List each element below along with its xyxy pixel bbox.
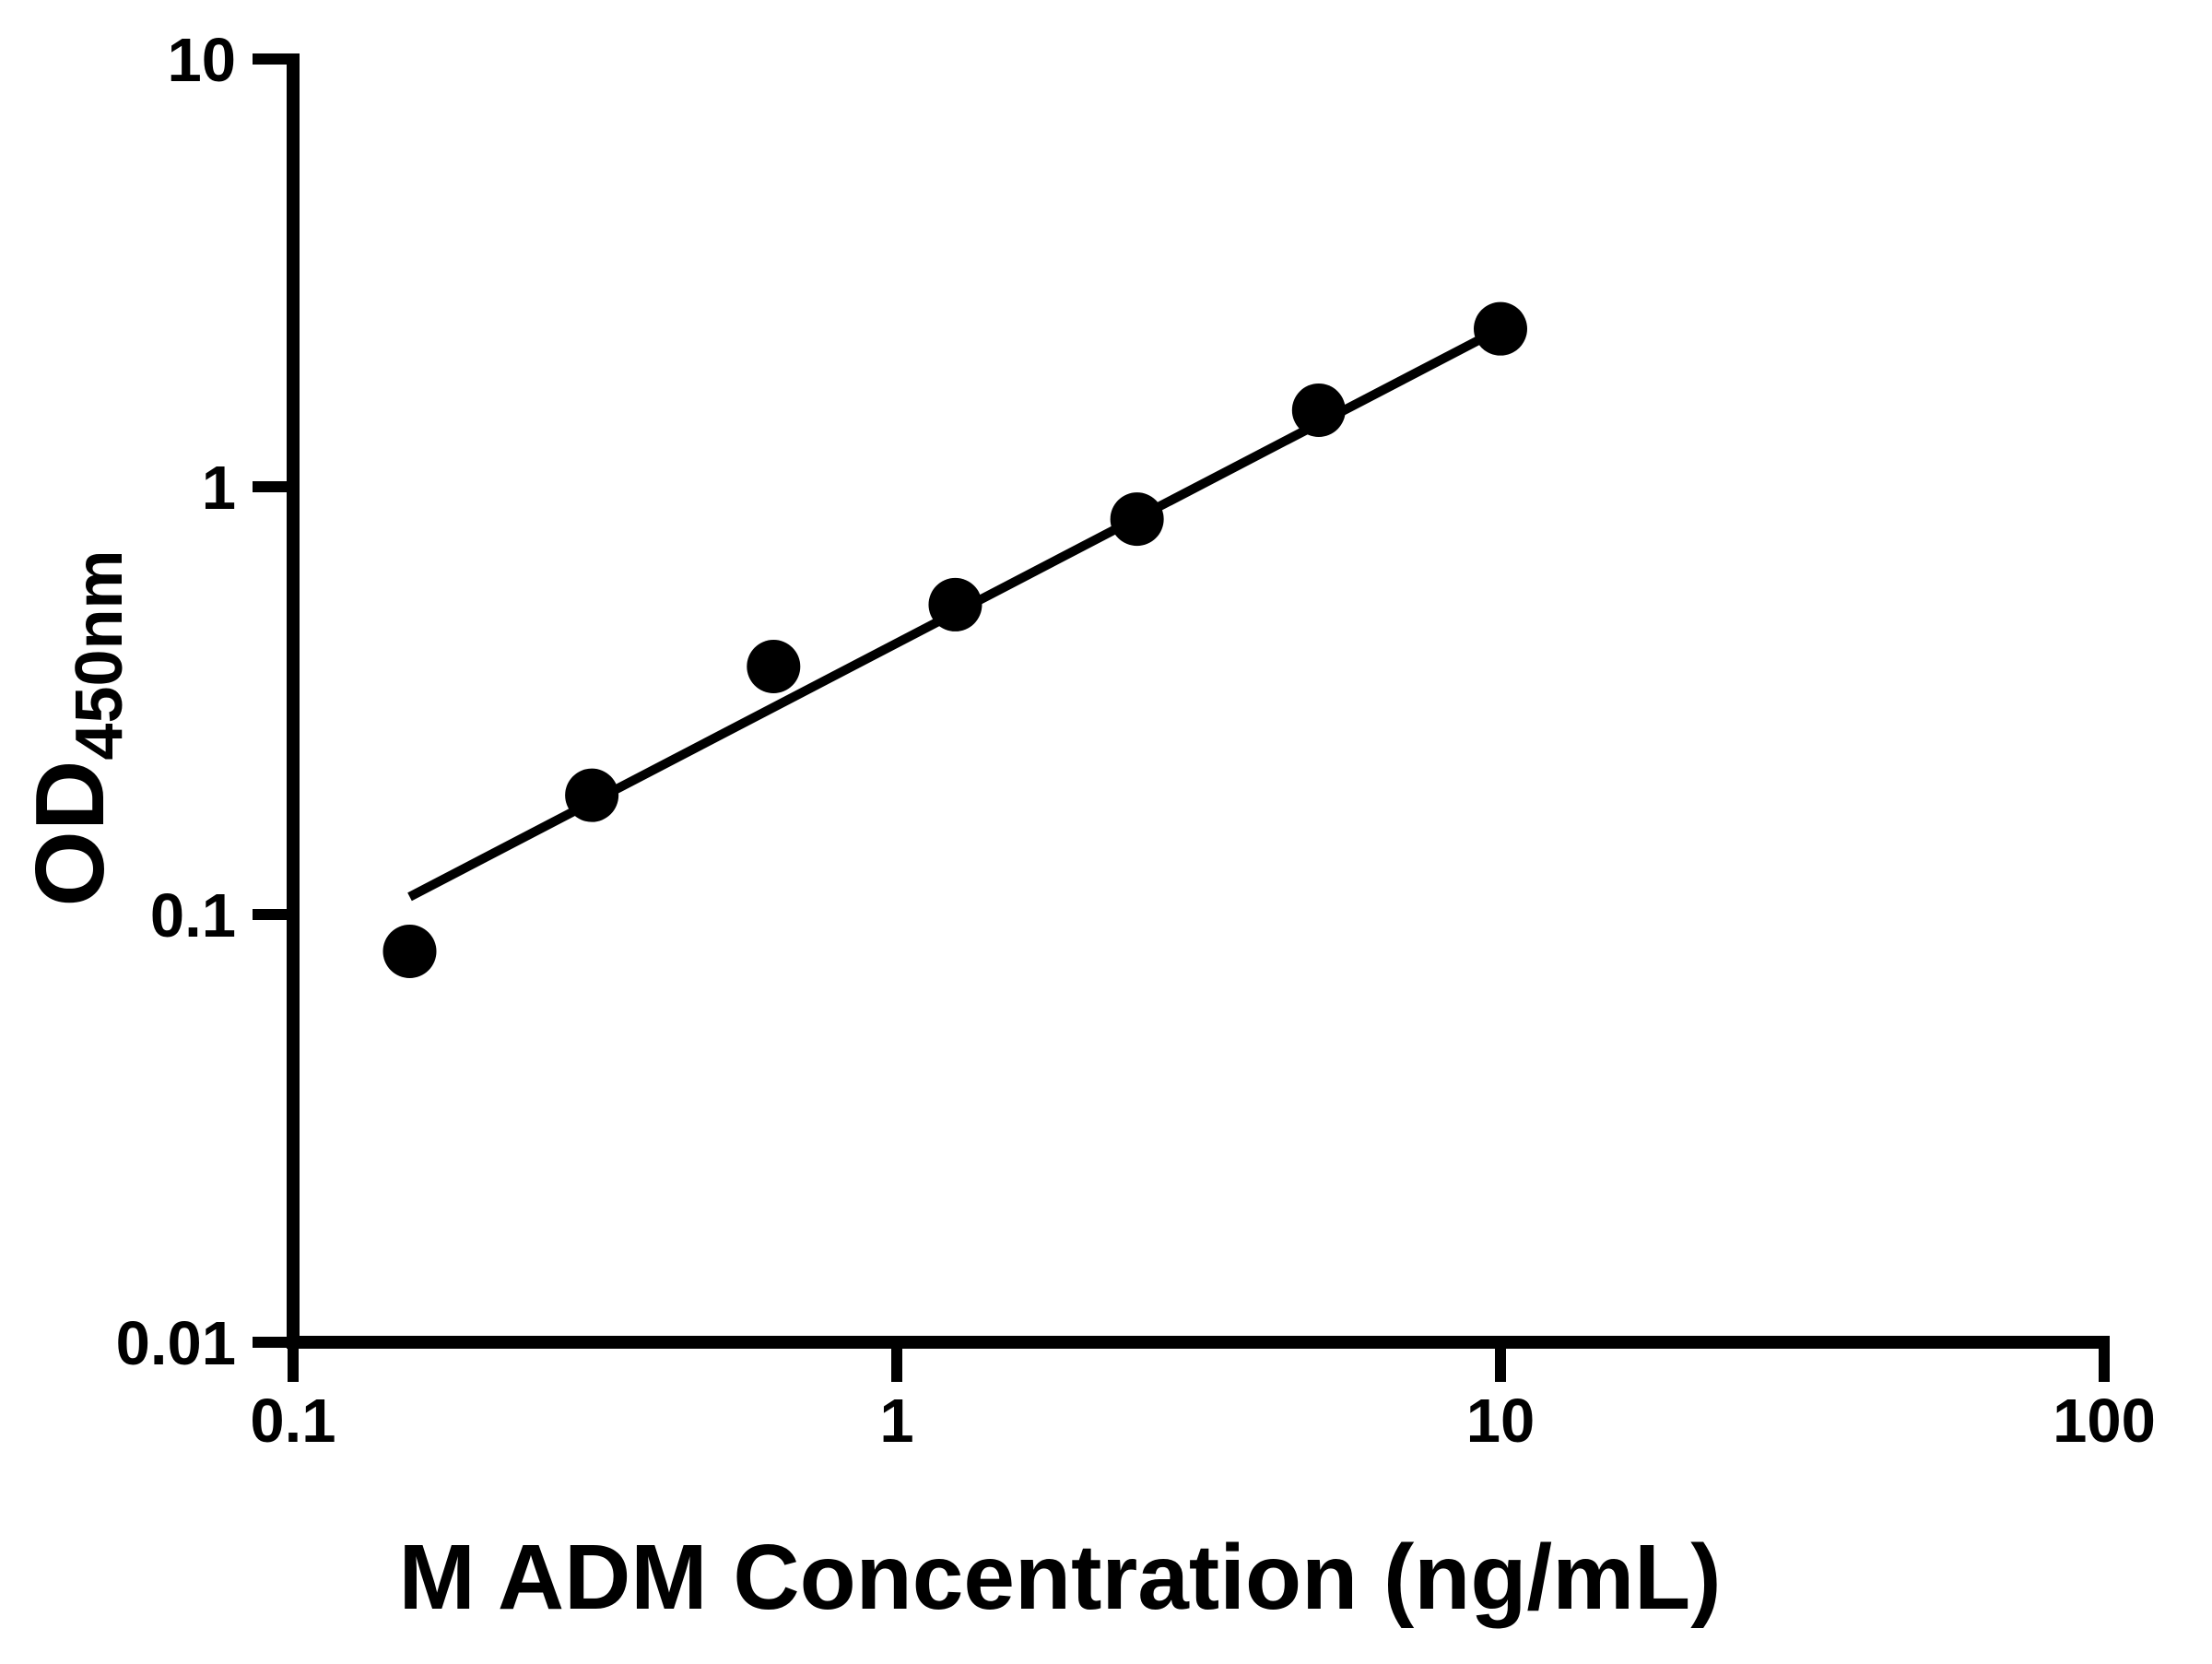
y-axis-title: OD450nm (16, 549, 136, 906)
x-tick-label: 1 (879, 1387, 913, 1456)
y-tick-label: 10 (167, 26, 236, 95)
data-point (747, 639, 801, 693)
x-tick-label: 100 (2053, 1387, 2156, 1456)
data-point (1474, 301, 1527, 356)
x-axis-title: M ADM Concentration (ng/mL) (398, 1526, 1721, 1629)
axes-group (287, 53, 2110, 1349)
y-axis-title-subscript: 450nm (63, 549, 136, 760)
y-axis-title-main: OD (16, 761, 124, 907)
x-tick-label: 10 (1466, 1387, 1535, 1456)
data-points-group (382, 301, 1527, 978)
x-ticks-group (288, 1342, 2110, 1382)
y-tick-label: 0.01 (116, 1309, 236, 1378)
data-point (1110, 492, 1164, 547)
y-tick-labels-group: 10 1 0.1 0.01 (116, 26, 236, 1378)
x-tick-label: 0.1 (250, 1387, 335, 1456)
y-tick-label: 0.1 (150, 881, 236, 950)
data-point (382, 924, 437, 978)
data-point (928, 577, 982, 631)
y-ticks-group (253, 53, 293, 1348)
y-tick-label: 1 (202, 454, 236, 523)
data-point (565, 768, 619, 822)
x-tick-labels-group: 0.1 1 10 100 (250, 1387, 2155, 1456)
data-point (1291, 383, 1346, 437)
